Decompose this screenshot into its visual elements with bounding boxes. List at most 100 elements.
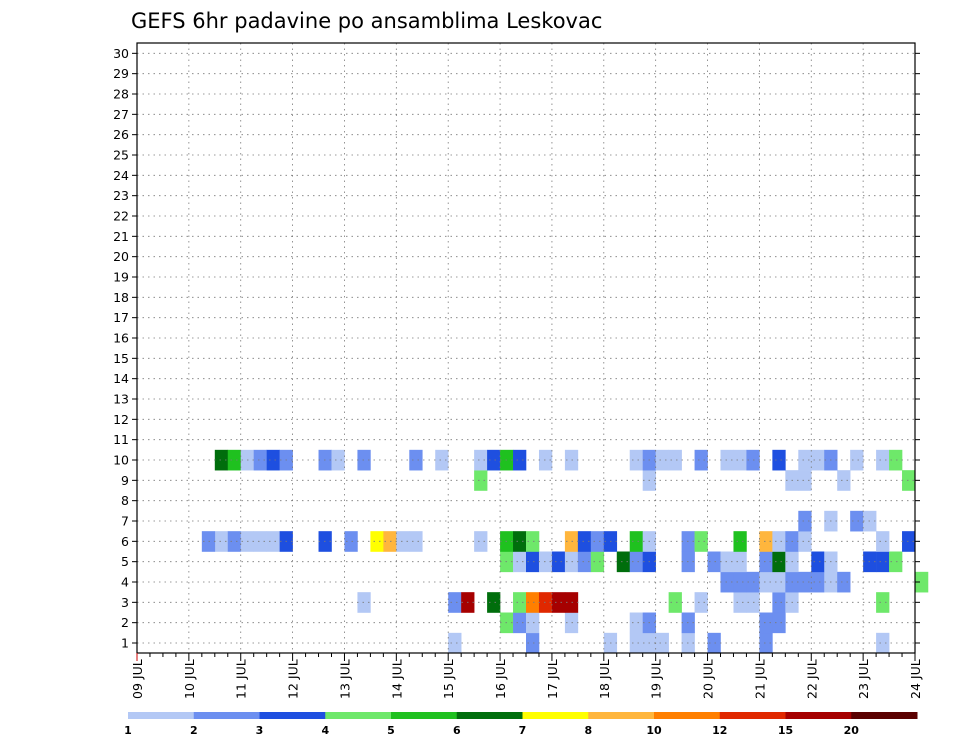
y-tick-label: 17 xyxy=(113,310,129,325)
x-axis-ticks: 09 JUL 10 JUL 11 JUL 12 JUL 13 JUL 14 JUL 15 J… xyxy=(130,653,923,699)
x-tick-label: 17 JUL xyxy=(545,659,560,699)
heatmap-cell xyxy=(474,449,488,471)
heatmap-cell xyxy=(577,531,592,552)
heatmap-cell xyxy=(720,449,734,471)
heatmap-cell xyxy=(772,531,786,552)
heatmap-cell xyxy=(629,449,643,471)
y-tick-label: 30 xyxy=(113,46,129,61)
x-tick-label: 14 JUL xyxy=(389,659,404,699)
colorbar-label: 2 xyxy=(190,724,198,737)
x-tick-label: 18 JUL xyxy=(597,659,612,699)
colorbar-label: 20 xyxy=(844,724,860,737)
heatmap-cell xyxy=(487,449,501,471)
heatmap-cell xyxy=(629,632,643,654)
heatmap-cell xyxy=(772,612,786,634)
heatmap-cell xyxy=(772,449,786,471)
colorbar-swatch xyxy=(456,712,523,719)
y-tick-label: 4 xyxy=(121,575,129,590)
y-tick-label: 25 xyxy=(113,148,129,163)
heatmap-cell xyxy=(538,449,553,471)
heatmap-cell xyxy=(798,510,812,532)
heatmap-cell xyxy=(759,632,773,654)
heatmap-cell xyxy=(266,449,280,471)
y-tick-label: 10 xyxy=(113,453,129,468)
heatmap-cell xyxy=(837,571,851,593)
colorbar-label: 10 xyxy=(646,724,662,737)
heatmap-cell xyxy=(811,571,825,593)
x-tick-label: 22 JUL xyxy=(804,659,819,699)
heatmap-cell xyxy=(526,531,540,552)
y-tick-label: 21 xyxy=(113,229,129,244)
heatmap-cell xyxy=(798,470,812,491)
heatmap-cell xyxy=(214,449,229,471)
heatmap-cell xyxy=(370,531,384,552)
colorbar-swatch xyxy=(391,712,458,719)
heatmap-cell xyxy=(889,449,903,471)
y-tick-label: 9 xyxy=(121,473,129,488)
heatmap-cell xyxy=(915,571,929,593)
colorbar-label: 1 xyxy=(124,724,132,737)
heatmap-cell xyxy=(655,449,669,471)
heatmap-cell xyxy=(876,592,890,613)
heatmap-cell xyxy=(590,551,605,573)
heatmap-cell xyxy=(889,551,903,573)
y-tick-label: 28 xyxy=(113,87,129,102)
heatmap-cell xyxy=(551,592,566,613)
heatmap-cell xyxy=(876,632,890,654)
colorbar-label: 8 xyxy=(584,724,592,737)
heatmap-cell xyxy=(629,612,643,634)
colorbar-swatch xyxy=(785,712,852,719)
heatmap-cell xyxy=(668,592,682,613)
colorbar-label: 12 xyxy=(712,724,727,737)
y-tick-label: 2 xyxy=(121,615,129,630)
heatmap-cell xyxy=(474,531,488,552)
colorbar-label: 7 xyxy=(519,724,527,737)
y-tick-label: 18 xyxy=(113,290,129,305)
colorbar-swatch xyxy=(128,712,195,719)
heatmap-cell xyxy=(513,449,527,471)
colorbar-swatch xyxy=(719,712,786,719)
heatmap-cell xyxy=(720,571,734,593)
heatmap-cell xyxy=(590,531,605,552)
heatmap-cell xyxy=(759,612,773,634)
heatmap-cell xyxy=(707,632,721,654)
y-tick-label: 29 xyxy=(113,66,129,81)
heatmap-cell xyxy=(409,449,423,471)
heatmap-cell xyxy=(357,449,371,471)
colorbar-swatch xyxy=(588,712,655,719)
heatmap-cell xyxy=(772,551,786,573)
y-tick-label: 19 xyxy=(113,270,129,285)
heatmap-cell xyxy=(409,531,423,552)
y-tick-label: 24 xyxy=(113,168,129,183)
heatmap-cell xyxy=(577,551,592,573)
colorbar-label: 3 xyxy=(256,724,264,737)
y-tick-label: 1 xyxy=(121,636,129,651)
heatmap-cell xyxy=(811,449,825,471)
heatmap-cell xyxy=(526,632,540,654)
y-tick-label: 22 xyxy=(113,209,129,224)
heatmap-cell xyxy=(694,592,708,613)
y-tick-label: 16 xyxy=(113,331,129,346)
heatmap-cell xyxy=(720,551,734,573)
heatmap-cell xyxy=(526,592,540,613)
y-tick-label: 5 xyxy=(121,554,129,569)
heatmap-cell xyxy=(266,531,280,552)
y-tick-label: 20 xyxy=(113,249,129,264)
heatmap-cell xyxy=(798,571,812,593)
heatmap-cell xyxy=(694,449,708,471)
heatmap-cell xyxy=(487,592,501,613)
heatmap-cell xyxy=(850,510,864,532)
heatmap-cell xyxy=(227,449,242,471)
heatmap-cell xyxy=(538,551,553,573)
x-tick-label: 10 JUL xyxy=(182,659,197,699)
heatmap-cell xyxy=(551,551,566,573)
heatmap-cell xyxy=(513,592,527,613)
y-tick-label: 23 xyxy=(113,188,129,203)
x-tick-label: 15 JUL xyxy=(441,659,456,699)
heatmap-cell xyxy=(850,449,864,471)
heatmap-cell xyxy=(772,592,786,613)
x-tick-label: 13 JUL xyxy=(338,659,353,699)
colorbar-label: 5 xyxy=(387,724,395,737)
y-tick-label: 8 xyxy=(121,493,129,508)
heatmap-cell xyxy=(902,470,916,491)
